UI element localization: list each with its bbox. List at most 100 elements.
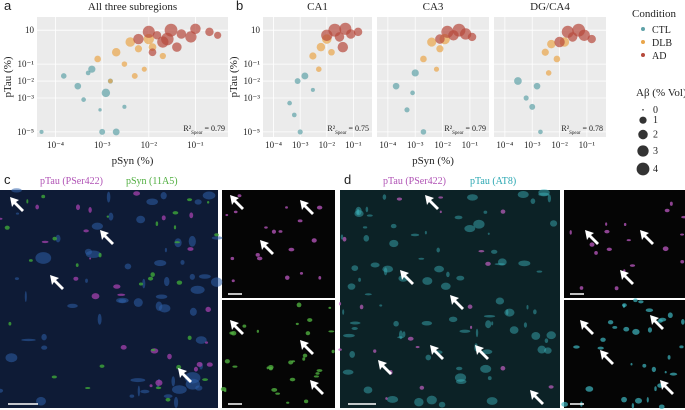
cell	[633, 298, 638, 303]
cell	[538, 192, 550, 197]
cell	[537, 345, 547, 354]
cell	[500, 366, 506, 371]
cell	[347, 283, 356, 290]
cell	[230, 256, 235, 261]
cell	[485, 261, 491, 266]
cell	[75, 263, 79, 268]
cell	[15, 212, 20, 215]
annotation-r: R²	[444, 124, 452, 133]
x-axis-label: pSyn (%)	[412, 155, 454, 167]
cell	[456, 366, 463, 371]
x-tick-label: 10⁻¹	[462, 140, 479, 150]
x-tick-label: 10⁻⁴	[379, 140, 396, 150]
cell	[456, 275, 465, 281]
x-tick-label: 10⁻³	[94, 140, 111, 150]
cell	[147, 276, 154, 281]
size-legend-label: 4	[653, 164, 658, 175]
cell	[229, 331, 234, 335]
cell	[473, 219, 485, 229]
cell	[285, 206, 288, 209]
cell	[362, 226, 368, 229]
cell	[544, 338, 549, 344]
micrographs	[0, 188, 685, 409]
cell	[264, 226, 268, 229]
cell	[366, 214, 373, 217]
size-legend-label: 1	[653, 115, 658, 126]
cell	[173, 396, 179, 408]
cell	[188, 235, 196, 247]
cell	[331, 349, 335, 354]
cell	[470, 325, 473, 329]
micrograph-d-ptau	[564, 190, 685, 298]
point	[121, 61, 128, 67]
point	[404, 107, 410, 113]
cell	[487, 232, 490, 235]
cell	[21, 338, 36, 342]
cell	[164, 276, 170, 287]
cell	[491, 249, 498, 254]
chart-title: CA3	[423, 1, 444, 13]
cell	[113, 284, 121, 289]
cell	[138, 282, 144, 286]
y-tick-label: 10⁻²	[244, 76, 261, 86]
cell	[275, 392, 281, 395]
cell	[5, 353, 18, 363]
point	[587, 34, 596, 44]
cell	[481, 349, 493, 355]
cell	[149, 384, 153, 388]
cell	[629, 264, 636, 267]
cell	[504, 308, 515, 317]
annotation-text: = 0.78	[582, 124, 603, 133]
point	[309, 52, 317, 60]
cell	[681, 215, 685, 219]
cell	[340, 234, 344, 240]
annotation: R²Spear= 0.79	[444, 124, 486, 136]
cell	[180, 259, 185, 265]
cell	[106, 215, 109, 218]
cell	[41, 333, 47, 341]
cell	[165, 397, 171, 402]
cell	[454, 373, 467, 382]
cell	[382, 265, 394, 273]
cell	[14, 277, 20, 281]
x-tick-label: 10⁻³	[292, 140, 309, 150]
point	[152, 31, 162, 40]
cell	[225, 214, 229, 217]
cell	[189, 273, 195, 280]
panel-label: b	[236, 0, 243, 13]
cell	[0, 217, 3, 220]
cell	[434, 265, 444, 273]
micrograph-c-psyn	[222, 300, 335, 408]
point	[334, 32, 345, 42]
panel-label: c	[4, 172, 11, 187]
cell	[129, 394, 135, 398]
cell	[410, 233, 420, 237]
point	[541, 48, 549, 56]
cell	[155, 294, 168, 299]
stain-label: pTau (PSer422)	[40, 176, 103, 187]
x-axis-label: pSyn (%)	[112, 155, 154, 167]
cell	[342, 236, 347, 242]
cell	[202, 191, 216, 200]
cell	[594, 250, 598, 255]
cell	[634, 397, 642, 404]
cell	[664, 208, 670, 213]
cell	[342, 369, 354, 375]
annotation-sub: Spear	[335, 131, 347, 136]
cell	[99, 364, 105, 368]
cell	[585, 386, 594, 392]
point	[134, 45, 143, 53]
point	[410, 90, 415, 96]
cell	[518, 260, 531, 267]
cell	[155, 221, 159, 227]
cell	[364, 293, 372, 296]
cell	[35, 252, 52, 264]
y-tick-label: 10⁻³	[244, 93, 261, 103]
y-tick-label: 10⁻⁵	[243, 127, 260, 137]
cell	[85, 278, 88, 283]
point	[420, 129, 427, 135]
cell	[316, 205, 323, 210]
cell	[604, 229, 610, 234]
cell	[359, 304, 364, 310]
cell	[91, 222, 104, 230]
